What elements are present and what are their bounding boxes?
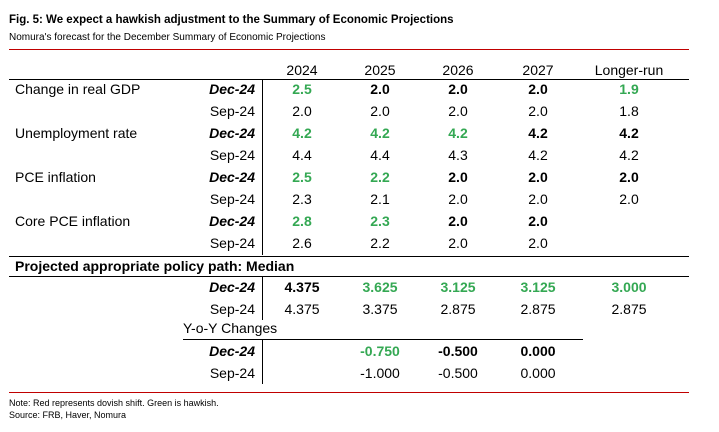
footnote: Note: Red represents dovish shift. Green… (9, 398, 219, 408)
gdp-dec-longer: 1.9 (619, 81, 639, 97)
gdp-dec-2025: 2.0 (370, 81, 390, 97)
pce-dec-2025: 2.2 (370, 169, 390, 185)
unemp-dec-longer: 4.2 (619, 125, 639, 141)
policy-top-rule (9, 256, 689, 257)
policy-dec-longer: 3.000 (611, 279, 647, 295)
core-dec-2027: 2.0 (528, 213, 548, 229)
vintage-dec24: Dec-24 (209, 343, 255, 359)
vintage-divider (262, 80, 263, 255)
vintage-sep24: Sep-24 (209, 235, 255, 251)
gdp-dec-2026: 2.0 (448, 81, 468, 97)
row-label-core-pce: Core PCE inflation (15, 213, 131, 229)
vintage-dec24: Dec-24 (209, 279, 255, 295)
pce-sep-2024: 2.3 (292, 191, 312, 207)
col-header-2024: 2024 (286, 62, 318, 78)
gdp-sep-2024: 2.0 (292, 103, 312, 119)
yoy-dec-2026: -0.500 (438, 343, 478, 359)
core-sep-2025: 2.2 (370, 235, 390, 251)
policy-dec-2025: 3.625 (362, 279, 398, 295)
unemp-sep-2027: 4.2 (528, 147, 548, 163)
policy-sep-2026: 2.875 (440, 301, 476, 317)
gdp-dec-2024: 2.5 (292, 81, 312, 97)
source-note: Source: FRB, Haver, Nomura (9, 410, 127, 420)
pce-dec-2024: 2.5 (292, 169, 312, 185)
policy-sep-longer: 2.875 (611, 301, 647, 317)
header-rule (9, 79, 689, 80)
pce-sep-longer: 2.0 (619, 191, 639, 207)
vintage-divider-lower (262, 277, 263, 320)
vintage-sep24: Sep-24 (209, 301, 255, 317)
figure-subtitle: Nomura's forecast for the December Summa… (9, 32, 326, 43)
row-label-gdp: Change in real GDP (15, 81, 141, 97)
yoy-sep-2026: -0.500 (438, 365, 478, 381)
gdp-sep-2026: 2.0 (448, 103, 468, 119)
yoy-dec-2027: 0.000 (520, 343, 556, 359)
core-dec-2024: 2.8 (292, 213, 312, 229)
pce-dec-longer: 2.0 (619, 169, 639, 185)
unemp-sep-2026: 4.3 (448, 147, 468, 163)
yoy-rule (183, 339, 583, 340)
col-header-longer-run: Longer-run (594, 62, 664, 78)
figure-title: Fig. 5: We expect a hawkish adjustment t… (9, 14, 454, 26)
vintage-dec24: Dec-24 (209, 81, 255, 97)
row-label-unemployment: Unemployment rate (15, 125, 138, 141)
pce-sep-2026: 2.0 (448, 191, 468, 207)
vintage-sep24: Sep-24 (209, 191, 255, 207)
unemp-dec-2027: 4.2 (528, 125, 548, 141)
gdp-sep-2025: 2.0 (370, 103, 390, 119)
vintage-sep24: Sep-24 (209, 147, 255, 163)
vintage-dec24: Dec-24 (209, 213, 255, 229)
row-label-pce: PCE inflation (15, 169, 96, 185)
bottom-rule (9, 392, 689, 393)
policy-sep-2027: 2.875 (520, 301, 556, 317)
policy-title: Projected appropriate policy path: Media… (15, 258, 295, 274)
policy-dec-2026: 3.125 (440, 279, 476, 295)
policy-dec-2027: 3.125 (520, 279, 556, 295)
unemp-dec-2025: 4.2 (370, 125, 390, 141)
vintage-dec24: Dec-24 (209, 125, 255, 141)
yoy-title: Y-o-Y Changes (183, 320, 278, 336)
core-dec-2026: 2.0 (448, 213, 468, 229)
unemp-dec-2026: 4.2 (448, 125, 468, 141)
unemp-sep-2025: 4.4 (370, 147, 390, 163)
yoy-sep-2025: -1.000 (360, 365, 400, 381)
unemp-sep-2024: 4.4 (292, 147, 312, 163)
gdp-sep-2027: 2.0 (528, 103, 548, 119)
policy-sep-2024: 4.375 (284, 301, 320, 317)
vintage-dec24: Dec-24 (209, 169, 255, 185)
policy-dec-2024: 4.375 (284, 279, 320, 295)
col-header-2025: 2025 (364, 62, 396, 78)
core-dec-2025: 2.3 (370, 213, 390, 229)
unemp-dec-2024: 4.2 (292, 125, 312, 141)
yoy-sep-2027: 0.000 (520, 365, 556, 381)
pce-sep-2027: 2.0 (528, 191, 548, 207)
gdp-sep-longer: 1.8 (619, 103, 639, 119)
yoy-dec-2025: -0.750 (360, 343, 400, 359)
unemp-sep-longer: 4.2 (619, 147, 639, 163)
policy-sep-2025: 3.375 (362, 301, 398, 317)
pce-dec-2027: 2.0 (528, 169, 548, 185)
col-header-2026: 2026 (442, 62, 474, 78)
vintage-sep24: Sep-24 (209, 365, 255, 381)
pce-dec-2026: 2.0 (448, 169, 468, 185)
vintage-sep24: Sep-24 (209, 103, 255, 119)
top-rule (9, 49, 689, 50)
core-sep-2026: 2.0 (448, 235, 468, 251)
vintage-divider-yoy (262, 340, 263, 384)
col-header-2027: 2027 (522, 62, 554, 78)
core-sep-2027: 2.0 (528, 235, 548, 251)
core-sep-2024: 2.6 (292, 235, 312, 251)
gdp-dec-2027: 2.0 (528, 81, 548, 97)
pce-sep-2025: 2.1 (370, 191, 390, 207)
policy-title-rule (9, 276, 689, 277)
